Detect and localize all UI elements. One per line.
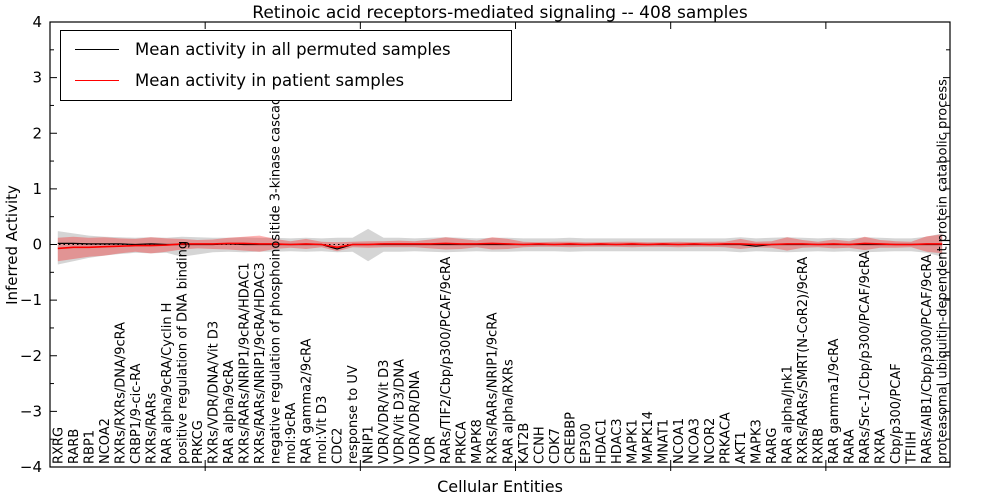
x-tick-label: RXRs/RARs/NRIP1/9cRA/HDAC1 [237,262,252,464]
x-tick-label: MAPK1 [625,419,640,464]
legend-entry-patient: Mean activity in patient samples [63,65,501,96]
x-axis-title: Cellular Entities [437,477,563,496]
x-tick-label: MAPK8 [470,419,485,464]
x-tick-label: RBP1 [82,430,97,464]
x-tick-label: VDR/VDR/Vit D3 [377,360,392,464]
x-tick-label: RAR gamma2/9cRA [300,338,315,464]
legend-label-permuted: Mean activity in all permuted samples [135,40,451,59]
y-tick-label: 0 [32,236,42,254]
x-tick-label: NCOA2 [98,418,113,464]
x-tick-label: response to UV [346,365,361,464]
x-tick-label: RARB [67,429,82,464]
x-tick-label: RARs/Src-1/Cbp/p300/PCAF/9cRA [858,251,873,464]
x-tick-label: CDC2 [331,428,346,464]
x-tick-label: RAR gamma1/9cRA [827,338,842,464]
y-tick-label: −1 [20,291,42,309]
chart-title: Retinoic acid receptors-mediated signali… [252,3,748,23]
permuted-band [57,228,943,265]
x-tick-label: NCOA3 [687,418,702,464]
x-tick-label: RXRs/VDR/DNA/Vit D3 [206,321,221,464]
x-tick-label: MNAT1 [656,419,671,464]
x-tick-label: PRKACA [719,412,734,464]
x-tick-label: NCOR2 [703,418,718,464]
x-tick-label: RAR alpha/9cRA/Cyclin H [160,303,175,464]
y-tick-label: 3 [32,69,42,87]
legend-entry-permuted: Mean activity in all permuted samples [63,34,501,65]
x-tick-label: MAPK3 [750,419,765,464]
x-tick-label: RARs/AIB1/Cbp/p300/PCAF/9cRA [920,254,935,464]
y-axis-title: Inferred Activity [3,185,21,305]
x-tick-label: RXRG [51,427,66,464]
x-tick-label: RXRs/RXRs/DNA/9cRA [113,322,128,464]
x-tick-label: CRBP1/9-cic-RA [129,363,144,464]
x-tick-label: RARA [843,429,858,464]
x-tick-label: RXRA [874,429,889,464]
x-tick-label: negative regulation of phosphoinositide … [269,89,284,464]
x-tick-label: TFIIH [905,431,920,465]
x-tick-label: KAT2B [517,423,532,464]
y-tick-label: 1 [32,180,42,198]
x-tick-label: PRKCG [191,420,206,464]
x-tick-label: RXRs/RARs/NRIP1/9cRA/HDAC3 [253,262,268,464]
x-tick-label: RXRs/RARs [144,392,159,464]
x-tick-label: AKT1 [734,431,749,464]
x-tick-label: RAR alpha/9cRA [222,360,237,464]
axes-border [49,21,951,468]
x-tick-label: RARs/TIF2/Cbp/p300/PCAF/9cRA [439,257,454,464]
legend: Mean activity in all permuted samples Me… [60,30,512,101]
x-tick-label: CDK7 [548,428,563,464]
x-tick-label: proteasomal ubiquitin-dependent protein … [936,79,951,464]
x-tick-label: CCNH [532,426,547,464]
y-tick-label: −2 [20,347,42,365]
x-tick-label: RAR alpha/RXRs [501,359,516,464]
patient-line-swatch-icon [75,80,119,81]
x-tick-label: mol:Vit D3 [315,396,330,464]
x-tick-label: RARG [765,427,780,464]
x-tick-label: VDR/VDR/DNA [408,371,423,464]
x-tick-label: Cbp/p300/PCAF [889,363,904,464]
x-tick-label: NCOA1 [672,418,687,464]
x-tick-label: PRKCA [455,421,470,464]
x-tick-label: HDAC1 [594,418,609,464]
x-tick-label: CREBBP [563,412,578,464]
x-tick-label: HDAC3 [610,418,625,464]
y-tick-label: 2 [32,124,42,142]
legend-label-patient: Mean activity in patient samples [135,71,405,90]
x-tick-label: RAR alpha/Jnk1 [781,365,796,464]
y-tick-label: 4 [32,13,42,31]
patient-band [57,234,943,262]
x-tick-label: RXRs/RARs/NRIP1/9cRA [486,312,501,464]
x-tick-label: NRIP1 [362,425,377,464]
x-tick-label: VDR/Vit D3/DNA [393,359,408,464]
x-tick-label: EP300 [579,423,594,464]
x-tick-label: positive regulation of DNA binding [175,241,190,464]
x-tick-label: MAPK14 [641,411,656,464]
y-tick-label: −4 [20,458,42,476]
x-tick-label: mol:9cRA [284,402,299,464]
x-tick-label: VDR [424,436,439,464]
patient-mean-line [57,242,943,250]
permuted-line-swatch-icon [75,49,119,50]
x-tick-label: RXRB [812,428,827,464]
y-tick-label: −3 [20,402,42,420]
x-tick-label: RXRs/RARs/SMRT(N-CoR2)/9cRA [796,257,811,464]
